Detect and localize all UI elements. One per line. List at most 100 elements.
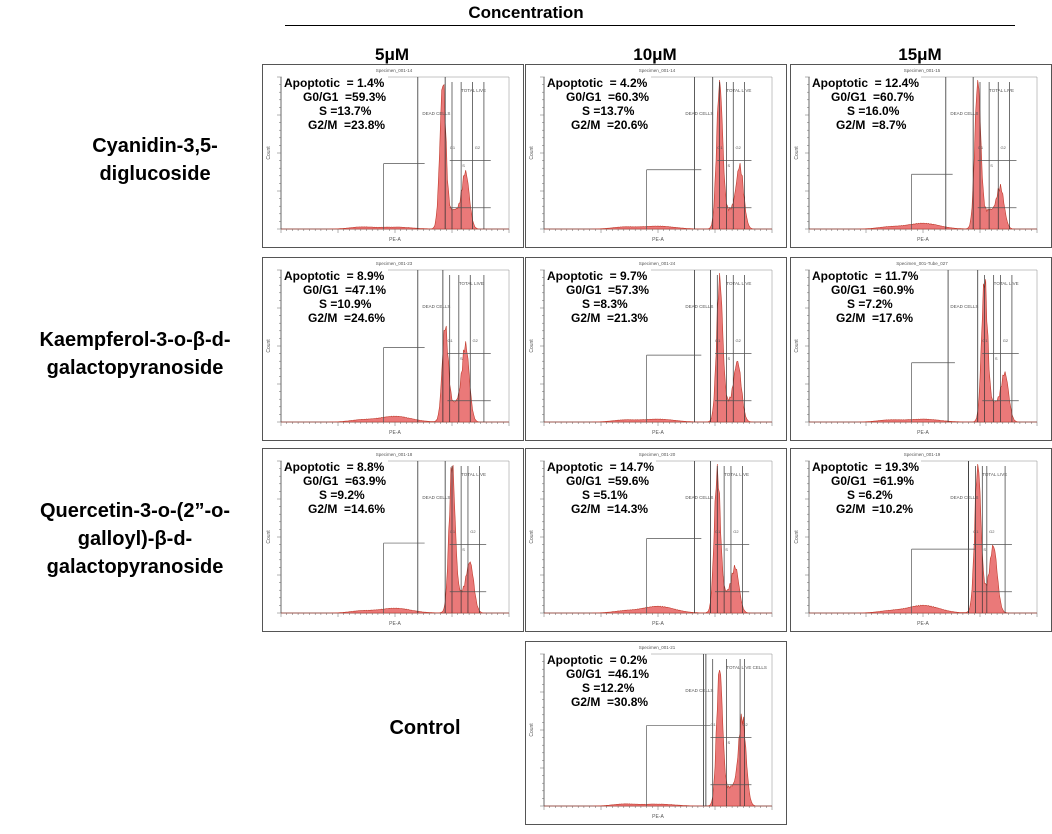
histogram-chart: Specimen_001-14 DEAD CELLS TOTAL LIVE G1 S G2… (529, 68, 773, 243)
x-axis-label: PE-A (389, 430, 401, 436)
cell-cycle-stats: Apoptotic = 19.3% G0/G1 =61.9% S =6.2% G2/M… (810, 460, 922, 516)
apoptotic-value: Apoptotic = 8.9% (284, 269, 385, 283)
specimen-label: Specimen_001-19 (904, 452, 941, 457)
cell-cycle-stats: Apoptotic = 0.2% G0/G1 =46.1% S =12.2% G2/M… (545, 653, 652, 709)
histogram-fill (281, 83, 509, 230)
histogram-chart: Specimen_001-14 DEAD CELLS TOTAL LIVE G1 S G2… (266, 68, 510, 243)
g2-label: G2 (736, 145, 742, 150)
dead-cells-label: DEAD CELLS (685, 111, 713, 116)
s-phase-value: S =8.3% (582, 297, 628, 311)
cell-cycle-stats: Apoptotic = 8.9% G0/G1 =47.1% S =10.9% G2/M… (282, 269, 389, 325)
dead-cells-label: DEAD CELLS (685, 495, 713, 500)
g2-label: G2 (473, 338, 479, 343)
s-label: S (728, 356, 731, 361)
total-live-label: TOTAL LIVE (982, 472, 1007, 477)
histogram-fill (809, 279, 1037, 423)
y-axis-label: Count (794, 146, 800, 160)
cell-cycle-stats: Apoptotic = 8.8% G0/G1 =63.9% S =9.2% G2/M … (282, 460, 389, 516)
g0g1-value: G0/G1 =60.9% (831, 283, 915, 297)
specimen-label: Specimen_001-23 (376, 261, 413, 266)
g2-label: G2 (742, 722, 748, 727)
specimen-label: Specimen_001-Tube_027 (896, 261, 948, 266)
g2m-value: G2/M =14.6% (308, 502, 386, 516)
g2m-value: G2/M =24.6% (308, 311, 386, 325)
g2-label: G2 (470, 529, 476, 534)
total-live-label: TOTAL LIVE (726, 88, 751, 93)
dead-cells-label: DEAD CELLS (685, 688, 713, 693)
g2m-value: G2/M =20.6% (571, 118, 649, 132)
total-live-label: TOTAL LIVE (994, 281, 1019, 286)
s-label: S (990, 163, 993, 168)
dead-cells-label: DEAD CELLS (685, 304, 713, 309)
column-label-10uM: 10μM (633, 45, 677, 64)
histogram-panel: Specimen_001-15 DEAD CELLS TOTAL LIVE G1 S G2… (790, 64, 1052, 248)
cell-cycle-stats: Apoptotic = 4.2% G0/G1 =60.3% S =13.7% G2/M… (545, 76, 652, 132)
specimen-label: Specimen_001-15 (904, 68, 941, 73)
g2-label: G2 (989, 529, 995, 534)
y-axis-label: Count (794, 339, 800, 353)
apoptotic-value: Apoptotic = 19.3% (812, 460, 920, 474)
column-label-5uM: 5μM (374, 45, 410, 64)
s-label: S (725, 547, 728, 552)
x-axis-label: PE-A (917, 237, 929, 243)
y-axis-label: Count (794, 530, 800, 544)
apoptotic-value: Apoptotic = 12.4% (812, 76, 920, 90)
histogram-panel: Specimen_001-19 DEAD CELLS TOTAL LIVE G1 S G2… (790, 448, 1052, 632)
g2-label: G2 (733, 529, 739, 534)
g0g1-value: G0/G1 =57.3% (566, 283, 650, 297)
row-label-cyanidin: Cyanidin-3,5- diglucoside (92, 135, 218, 185)
g1-label: G1 (982, 338, 988, 343)
specimen-label: Specimen_001-24 (639, 261, 676, 266)
s-label: S (462, 163, 465, 168)
s-phase-value: S =16.0% (847, 104, 900, 118)
g2m-value: G2/M =30.8% (571, 695, 649, 709)
x-axis-label: PE-A (652, 237, 664, 243)
dead-cells-label: DEAD CELLS (422, 304, 450, 309)
s-label: S (995, 356, 998, 361)
row-label-quercetin: Quercetin-3-o-(2”-o- galloyl)-β-d- galac… (40, 500, 230, 578)
dead-cells-label: DEAD CELLS (422, 111, 450, 116)
s-label: S (983, 547, 986, 552)
dead-cells-label: DEAD CELLS (950, 304, 978, 309)
x-axis-label: PE-A (652, 814, 664, 820)
s-phase-value: S =9.2% (319, 488, 365, 502)
total-live-label: TOTAL LIVE CELLS (726, 665, 766, 670)
histogram-chart: Specimen_001-21 DEAD CELLS TOTAL LIVE CELL… (529, 645, 773, 820)
g0g1-value: G0/G1 =46.1% (566, 667, 650, 681)
apoptotic-value: Apoptotic = 0.2% (547, 653, 648, 667)
g0g1-value: G0/G1 =61.9% (831, 474, 915, 488)
histogram-panel: Specimen_001-21 DEAD CELLS TOTAL LIVE CELL… (525, 641, 787, 825)
y-axis-label: Count (529, 146, 535, 160)
g0g1-value: G0/G1 =63.9% (303, 474, 387, 488)
row-label-kaempferol: Kaempferol-3-o-β-d- galactopyranoside (39, 329, 231, 379)
dead-cells-label: DEAD CELLS (950, 111, 978, 116)
g2m-value: G2/M =23.8% (308, 118, 386, 132)
g0g1-value: G0/G1 =59.3% (303, 90, 387, 104)
histogram-panel: Specimen_001-20 DEAD CELLS TOTAL LIVE G1 S G2… (525, 448, 787, 632)
dead-cells-label: DEAD CELLS (950, 495, 978, 500)
y-axis-label: Count (529, 339, 535, 353)
histogram-fill (544, 463, 772, 614)
g1-label: G1 (450, 145, 456, 150)
total-live-label: TOTAL LIVE (989, 88, 1014, 93)
g2m-value: G2/M =17.6% (836, 311, 914, 325)
x-axis-label: PE-A (917, 621, 929, 627)
y-axis-label: Count (529, 723, 535, 737)
s-label: S (460, 356, 463, 361)
cell-cycle-stats: Apoptotic = 9.7% G0/G1 =57.3% S =8.3% G2/M … (545, 269, 652, 325)
total-live-label: TOTAL LIVE (461, 88, 486, 93)
cell-cycle-stats: Apoptotic = 1.4% G0/G1 =59.3% S =13.7% G2/M… (282, 76, 389, 132)
specimen-label: Specimen_001-20 (639, 452, 676, 457)
x-axis-label: PE-A (917, 430, 929, 436)
s-phase-value: S =10.9% (319, 297, 372, 311)
s-label: S (462, 547, 465, 552)
y-axis-label: Count (529, 530, 535, 544)
histogram-panel: Specimen_001-14 DEAD CELLS TOTAL LIVE G1 S G2… (525, 64, 787, 248)
g2m-value: G2/M =10.2% (836, 502, 914, 516)
g2m-value: G2/M =21.3% (571, 311, 649, 325)
specimen-label: Specimen_001-14 (376, 68, 413, 73)
histogram-panel: Specimen_001-18 DEAD CELLS TOTAL LIVE G1 S G2… (262, 448, 524, 632)
g0g1-value: G0/G1 =60.7% (831, 90, 915, 104)
histogram-panel: Specimen_001-24 DEAD CELLS TOTAL LIVE G1 S G2… (525, 257, 787, 441)
g1-label: G1 (715, 529, 721, 534)
